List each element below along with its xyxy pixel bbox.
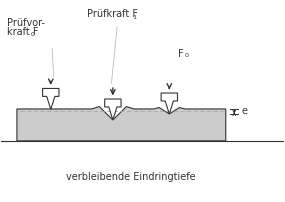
Text: verbleibende Eindringtiefe: verbleibende Eindringtiefe — [66, 172, 196, 182]
Text: Prüfvor-: Prüfvor- — [7, 18, 45, 28]
Text: 0: 0 — [185, 53, 189, 58]
Text: e: e — [241, 106, 247, 117]
Text: 0: 0 — [30, 32, 34, 37]
Polygon shape — [17, 107, 226, 141]
Polygon shape — [105, 99, 121, 120]
Text: 1: 1 — [132, 15, 136, 20]
Text: kraft F: kraft F — [7, 27, 38, 37]
Polygon shape — [161, 93, 178, 114]
Polygon shape — [42, 88, 59, 109]
Text: F: F — [178, 49, 184, 59]
Text: Prüfkraft F: Prüfkraft F — [87, 9, 138, 19]
